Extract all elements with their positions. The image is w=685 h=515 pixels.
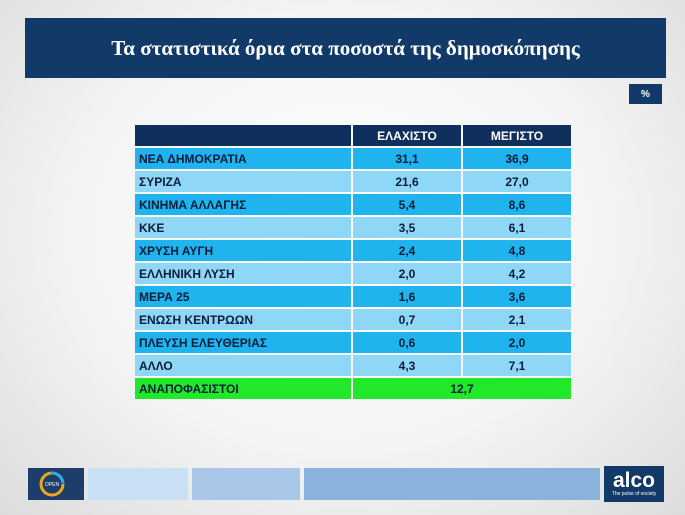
table-row: ΝΕΑ ΔΗΜΟΚΡΑΤΙΑ 31,1 36,9 [135,148,571,169]
min-cell: 2,4 [353,240,461,261]
footer-bar-2 [192,468,300,500]
party-cell: ΝΕΑ ΔΗΜΟΚΡΑΤΙΑ [135,148,351,169]
party-cell: ΚΙΝΗΜΑ ΑΛΛΑΓΗΣ [135,194,351,215]
party-cell: ΕΝΩΣΗ ΚΕΝΤΡΩΩΝ [135,309,351,330]
alco-tagline: The pulse of society [611,490,657,497]
table-row: ΚΙΝΗΜΑ ΑΛΛΑΓΗΣ 5,4 8,6 [135,194,571,215]
undecided-label: ΑΝΑΠΟΦΑΣΙΣΤΟΙ [135,378,351,399]
party-cell: ΕΛΛΗΝΙΚΗ ΛΥΣΗ [135,263,351,284]
min-cell: 2,0 [353,263,461,284]
table-row: ΕΝΩΣΗ ΚΕΝΤΡΩΩΝ 0,7 2,1 [135,309,571,330]
min-cell: 1,6 [353,286,461,307]
max-cell: 3,6 [463,286,571,307]
footer-bar-3 [304,468,600,500]
max-cell: 8,6 [463,194,571,215]
undecided-value: 12,7 [353,378,571,399]
party-cell: ΣΥΡΙΖΑ [135,171,351,192]
open-logo-text: OPEN [45,482,60,488]
party-cell: ΑΛΛΟ [135,355,351,376]
page-title: Τα στατιστικά όρια στα ποσοστά της δημοσ… [111,35,580,60]
table-row: ΚΚΕ 3,5 6,1 [135,217,571,238]
table-row: ΣΥΡΙΖΑ 21,6 27,0 [135,171,571,192]
alco-brand: alco [612,468,656,492]
header-min: ΕΛΑΧΙΣΤΟ [353,125,461,146]
min-cell: 0,6 [353,332,461,353]
min-cell: 31,1 [353,148,461,169]
footer-bar-1 [88,468,188,500]
min-cell: 0,7 [353,309,461,330]
header-party [135,125,351,146]
max-cell: 36,9 [463,148,571,169]
max-cell: 2,0 [463,332,571,353]
title-bar: Τα στατιστικά όρια στα ποσοστά της δημοσ… [25,18,666,78]
header-max: ΜΕΓΙΣΤΟ [463,125,571,146]
table-row-undecided: ΑΝΑΠΟΦΑΣΙΣΤΟΙ 12,7 [135,378,571,399]
party-cell: ΚΚΕ [135,217,351,238]
max-cell: 6,1 [463,217,571,238]
unit-badge: % [629,84,662,104]
table-header-row: ΕΛΑΧΙΣΤΟ ΜΕΓΙΣΤΟ [135,125,571,146]
table-row: ΑΛΛΟ 4,3 7,1 [135,355,571,376]
alco-logo: alco The pulse of society [604,466,664,502]
party-cell: ΜΕΡΑ 25 [135,286,351,307]
max-cell: 4,2 [463,263,571,284]
min-cell: 4,3 [353,355,461,376]
open-logo: OPEN [28,468,84,500]
max-cell: 27,0 [463,171,571,192]
min-cell: 21,6 [353,171,461,192]
table-row: ΜΕΡΑ 25 1,6 3,6 [135,286,571,307]
max-cell: 4,8 [463,240,571,261]
max-cell: 2,1 [463,309,571,330]
min-cell: 3,5 [353,217,461,238]
party-cell: ΠΛΕΥΣΗ ΕΛΕΥΘΕΡΙΑΣ [135,332,351,353]
open-logo-icon: OPEN [39,471,65,497]
max-cell: 7,1 [463,355,571,376]
table-row: ΠΛΕΥΣΗ ΕΛΕΥΘΕΡΙΑΣ 0,6 2,0 [135,332,571,353]
party-cell: ΧΡΥΣΗ ΑΥΓΗ [135,240,351,261]
poll-limits-table: ΕΛΑΧΙΣΤΟ ΜΕΓΙΣΤΟ ΝΕΑ ΔΗΜΟΚΡΑΤΙΑ 31,1 36,9 Σ… [133,123,573,401]
table-row: ΕΛΛΗΝΙΚΗ ΛΥΣΗ 2,0 4,2 [135,263,571,284]
min-cell: 5,4 [353,194,461,215]
table-row: ΧΡΥΣΗ ΑΥΓΗ 2,4 4,8 [135,240,571,261]
